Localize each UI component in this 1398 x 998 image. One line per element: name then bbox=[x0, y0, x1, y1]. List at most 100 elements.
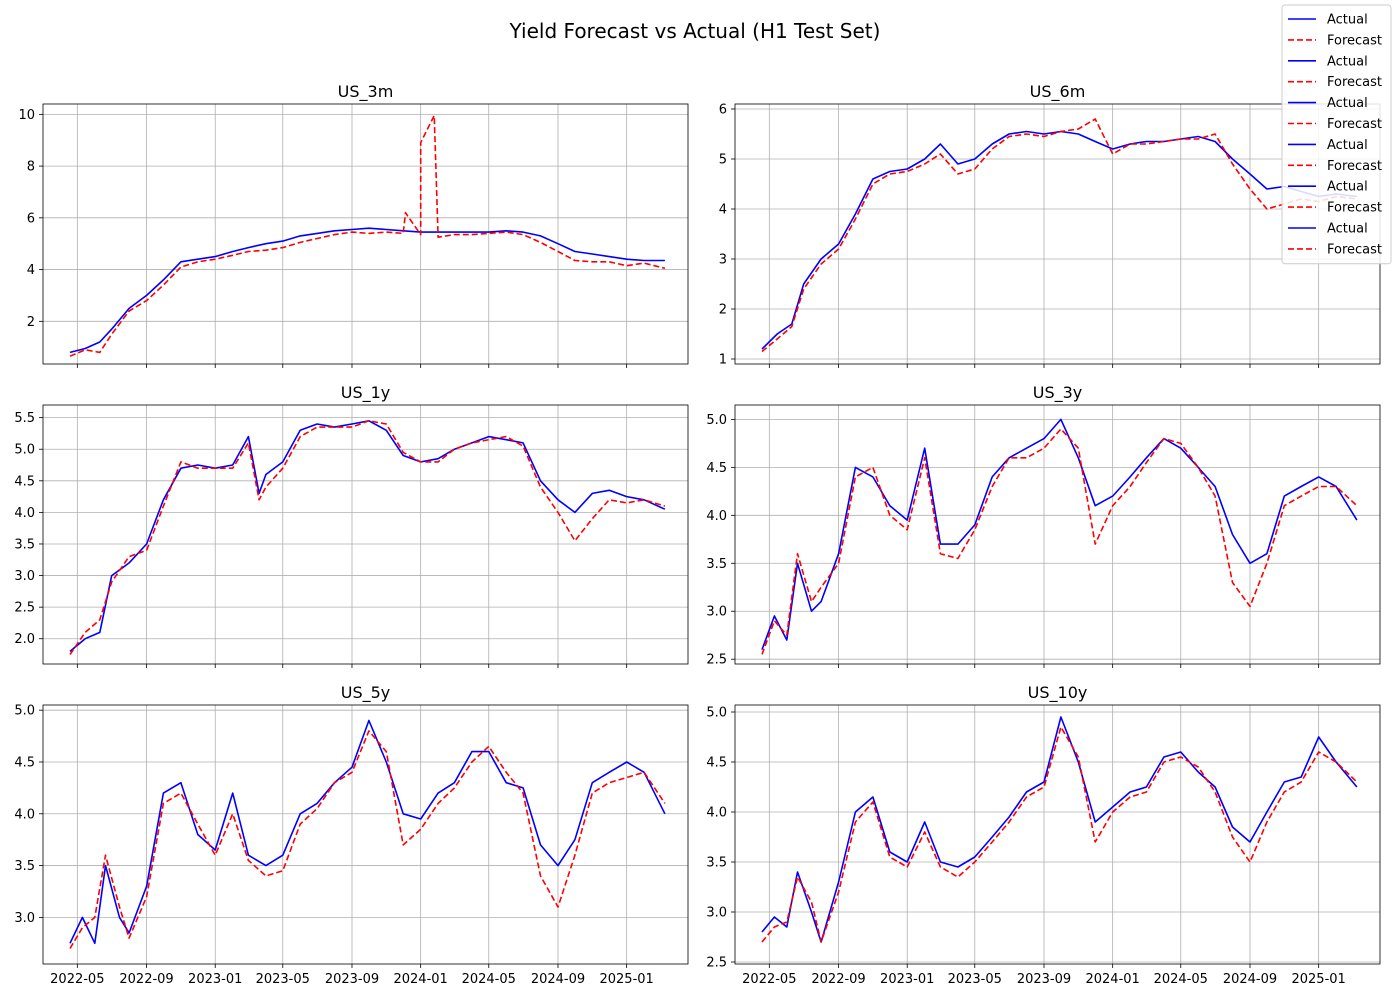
y-tick-label: 4 bbox=[719, 203, 727, 218]
y-tick-label: 3 bbox=[719, 253, 727, 268]
legend-label: Forecast bbox=[1327, 117, 1382, 132]
subplot-title: US_6m bbox=[1030, 82, 1086, 102]
series-line-actual bbox=[761, 716, 1358, 943]
y-tick-label: 2.0 bbox=[14, 632, 35, 647]
subplots: 2 4 6 8 10 US_3m 1 2 3 4 5 6 US_6m 2.0 2.5 3.0 3.5 4.0 4.5… bbox=[14, 82, 1381, 987]
subplot-title: US_3m bbox=[338, 82, 394, 102]
series-line-actual bbox=[69, 420, 666, 653]
y-tick-label: 2.5 bbox=[706, 956, 727, 971]
y-tick-label: 6 bbox=[27, 211, 35, 226]
y-tick-label: 3.5 bbox=[14, 859, 35, 874]
x-tick-label: 2023-09 bbox=[1017, 972, 1071, 987]
y-tick-label: 5 bbox=[719, 153, 727, 168]
y-tick-label: 4.0 bbox=[706, 509, 727, 524]
x-tick-label: 2025-01 bbox=[1291, 972, 1345, 987]
series-line-actual bbox=[761, 130, 1357, 350]
y-tick-label: 4 bbox=[27, 263, 35, 278]
series-line-forecast bbox=[761, 428, 1358, 655]
series-line-actual bbox=[69, 227, 665, 354]
y-tick-label: 8 bbox=[27, 160, 35, 175]
x-tick-label: 2022-05 bbox=[742, 972, 796, 987]
x-tick-label: 2024-01 bbox=[1085, 972, 1139, 987]
y-tick-label: 3.5 bbox=[14, 537, 35, 552]
y-tick-label: 5.0 bbox=[706, 706, 727, 721]
y-tick-label: 4.5 bbox=[14, 755, 35, 770]
x-tick-label: 2024-09 bbox=[531, 972, 585, 987]
x-tick-label: 2023-05 bbox=[948, 972, 1002, 987]
subplot-US_1y: 2.0 2.5 3.0 3.5 4.0 4.5 5.0 5.5 US_1y bbox=[14, 383, 689, 668]
legend-label: Forecast bbox=[1327, 159, 1382, 174]
y-tick-label: 4.0 bbox=[14, 506, 35, 521]
x-tick-label: 2024-09 bbox=[1223, 972, 1277, 987]
subplot-title: US_3y bbox=[1033, 383, 1083, 403]
x-tick-label: 2025-01 bbox=[599, 972, 653, 987]
y-tick-label: 6 bbox=[719, 103, 727, 118]
x-tick-label: 2023-01 bbox=[880, 972, 934, 987]
y-tick-label: 3.5 bbox=[706, 856, 727, 871]
legend-label: Forecast bbox=[1327, 33, 1382, 48]
legend-box bbox=[1281, 4, 1392, 265]
y-tick-label: 5.0 bbox=[706, 413, 727, 428]
y-tick-label: 5.5 bbox=[14, 411, 35, 426]
x-tick-label: 2024-05 bbox=[462, 972, 516, 987]
legend: Actual Forecast Actual Forecast Actual Foreca… bbox=[1281, 4, 1392, 265]
legend-label: Actual bbox=[1327, 222, 1368, 237]
subplot-US_6m: 1 2 3 4 5 6 US_6m bbox=[719, 82, 1381, 368]
y-tick-label: 4.5 bbox=[706, 461, 727, 476]
subplot-US_5y: 2022-05 2022-09 2023-01 2023-05 2023-09 2024-… bbox=[14, 683, 689, 987]
y-tick-label: 4.0 bbox=[14, 807, 35, 822]
series-line-forecast bbox=[69, 420, 666, 655]
subplot-title: US_5y bbox=[341, 683, 391, 703]
subplot-US_3y: 2.5 3.0 3.5 4.0 4.5 5.0 US_3y bbox=[706, 383, 1381, 668]
x-tick-label: 2022-09 bbox=[119, 972, 173, 987]
y-tick-label: 4.5 bbox=[706, 756, 727, 771]
y-tick-label: 3.5 bbox=[706, 557, 727, 572]
subplot-title: US_1y bbox=[341, 383, 391, 403]
legend-label: Actual bbox=[1327, 180, 1368, 195]
legend-label: Actual bbox=[1327, 13, 1368, 28]
legend-label: Actual bbox=[1327, 96, 1368, 111]
y-tick-label: 2.5 bbox=[706, 653, 727, 668]
series-line-forecast bbox=[69, 114, 666, 357]
series-line-forecast bbox=[761, 726, 1358, 943]
y-tick-label: 5.0 bbox=[14, 704, 35, 719]
x-tick-label: 2024-05 bbox=[1154, 972, 1208, 987]
y-tick-label: 3.0 bbox=[14, 569, 35, 584]
x-tick-label: 2022-09 bbox=[811, 972, 865, 987]
legend-label: Forecast bbox=[1327, 201, 1382, 216]
x-tick-label: 2022-05 bbox=[50, 972, 104, 987]
series-line-actual bbox=[69, 719, 666, 945]
y-tick-label: 2 bbox=[719, 303, 727, 318]
x-tick-label: 2023-05 bbox=[256, 972, 310, 987]
y-tick-label: 3.0 bbox=[706, 906, 727, 921]
axes-frame bbox=[42, 404, 689, 665]
series-line-forecast bbox=[761, 118, 1357, 353]
y-tick-label: 3.0 bbox=[14, 911, 35, 926]
subplot-US_3m: 2 4 6 8 10 US_3m bbox=[18, 82, 689, 368]
y-tick-label: 2.5 bbox=[14, 601, 35, 616]
axes-frame bbox=[734, 704, 1381, 965]
x-tick-label: 2024-01 bbox=[393, 972, 447, 987]
series-line-actual bbox=[761, 418, 1358, 650]
subplot-title: US_10y bbox=[1028, 683, 1088, 703]
axes-frame bbox=[42, 704, 689, 965]
legend-label: Actual bbox=[1327, 138, 1368, 153]
axes-frame bbox=[734, 404, 1381, 665]
y-tick-label: 3.0 bbox=[706, 605, 727, 620]
x-tick-label: 2023-01 bbox=[188, 972, 242, 987]
legend-label: Forecast bbox=[1327, 242, 1382, 257]
y-tick-label: 4.5 bbox=[14, 474, 35, 489]
legend-label: Actual bbox=[1327, 54, 1368, 69]
series-line-forecast bbox=[69, 730, 666, 949]
y-tick-label: 10 bbox=[18, 108, 35, 123]
y-tick-label: 2 bbox=[27, 315, 35, 330]
legend-label: Forecast bbox=[1327, 75, 1382, 90]
y-tick-label: 1 bbox=[719, 353, 727, 368]
y-tick-label: 4.0 bbox=[706, 806, 727, 821]
figure-title: Yield Forecast vs Actual (H1 Test Set) bbox=[509, 19, 881, 43]
y-tick-label: 5.0 bbox=[14, 443, 35, 458]
axes-frame bbox=[42, 103, 689, 365]
subplot-US_10y: 2022-05 2022-09 2023-01 2023-05 2023-09 2024-… bbox=[706, 683, 1381, 987]
x-tick-label: 2023-09 bbox=[325, 972, 379, 987]
